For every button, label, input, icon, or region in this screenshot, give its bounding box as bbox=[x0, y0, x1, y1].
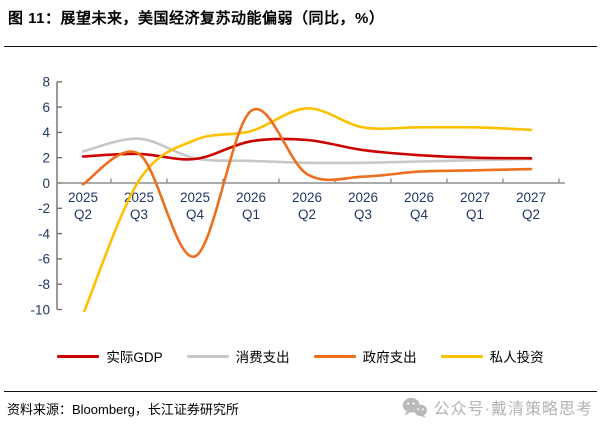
legend-label-consumption: 消费支出 bbox=[235, 350, 290, 365]
svg-text:0: 0 bbox=[42, 176, 50, 191]
legend-item-investment: 私人投资 bbox=[440, 346, 544, 366]
svg-text:-4: -4 bbox=[38, 226, 50, 241]
svg-text:6: 6 bbox=[42, 100, 50, 115]
legend-label-gdp: 实际GDP bbox=[106, 350, 163, 365]
figure-title: 图 11：展望未来，美国经济复苏动能偏弱（同比，%） bbox=[8, 10, 385, 27]
svg-text:2: 2 bbox=[42, 151, 50, 166]
chart-legend: 实际GDP 消费支出 政府支出 私人投资 bbox=[0, 346, 601, 366]
svg-text:4: 4 bbox=[42, 125, 50, 140]
title-divider bbox=[4, 46, 597, 47]
legend-item-gdp: 实际GDP bbox=[57, 346, 163, 366]
wechat-icon bbox=[402, 397, 427, 418]
legend-swatch-gdp bbox=[57, 354, 100, 358]
source-note: 资料来源：Bloomberg，长江证券研究所 bbox=[7, 402, 239, 417]
svg-text:8: 8 bbox=[42, 75, 50, 90]
watermark: 公众号·戴清策略思考 bbox=[402, 395, 593, 419]
svg-text:-6: -6 bbox=[38, 252, 50, 267]
svg-text:-2: -2 bbox=[38, 201, 50, 216]
svg-text:-10: -10 bbox=[30, 302, 50, 317]
svg-text:-8: -8 bbox=[38, 277, 50, 292]
watermark-text: 公众号·戴清策略思考 bbox=[433, 401, 593, 418]
legend-item-government: 政府支出 bbox=[313, 346, 417, 366]
legend-swatch-investment bbox=[440, 354, 483, 358]
legend-swatch-consumption bbox=[186, 354, 229, 358]
legend-label-investment: 私人投资 bbox=[489, 350, 544, 365]
footer-divider bbox=[4, 391, 597, 392]
legend-swatch-government bbox=[313, 354, 356, 358]
legend-label-government: 政府支出 bbox=[362, 350, 417, 365]
legend-item-consumption: 消费支出 bbox=[186, 346, 290, 366]
